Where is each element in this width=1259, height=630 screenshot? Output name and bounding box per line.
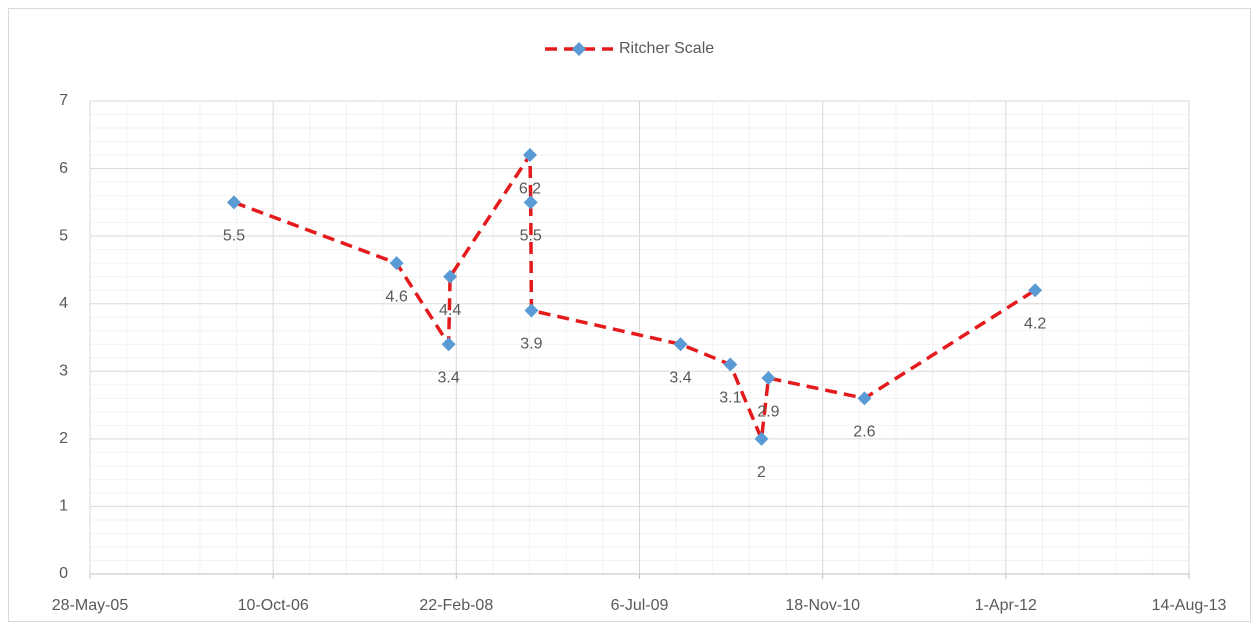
- marks: 5.5 4.6 3.4 4.4 6.2 5.5 3.9 3.4 3.1 2 2.9 2.6 4.2: [223, 148, 1046, 481]
- x-tick-label: 18-Nov-10: [785, 597, 860, 614]
- y-tick-label: 1: [59, 498, 68, 515]
- data-label: 5.5: [520, 228, 542, 245]
- y-tick-label: 7: [59, 92, 68, 109]
- y-tick-label: 3: [59, 363, 68, 380]
- x-tick-label: 10-Oct-06: [238, 597, 309, 614]
- data-label: 3.4: [438, 369, 460, 386]
- data-label: 3.4: [669, 369, 691, 386]
- y-tick-label: 4: [59, 295, 68, 312]
- point-marker: [524, 303, 539, 318]
- x-tick-label: 14-Aug-13: [1152, 597, 1227, 614]
- y-tick-label: 0: [59, 565, 68, 582]
- data-label: 4.4: [439, 302, 461, 319]
- chart-border: [8, 8, 1251, 622]
- x-tick-label: 1-Apr-12: [975, 597, 1037, 614]
- x-tick-label: 28-May-05: [52, 597, 129, 614]
- point-marker: [389, 256, 404, 271]
- legend-label: Ritcher Scale: [619, 40, 714, 57]
- data-label: 2.6: [853, 424, 875, 441]
- y-tick-label: 6: [59, 160, 68, 177]
- x-tick-label: 22-Feb-08: [419, 597, 493, 614]
- data-label: 4.6: [385, 288, 407, 305]
- point-marker: [723, 357, 738, 372]
- point-marker: [441, 337, 456, 352]
- point-marker: [673, 337, 688, 352]
- y-tick-label: 5: [59, 227, 68, 244]
- data-label: 3.9: [520, 336, 542, 353]
- data-label: 4.2: [1024, 315, 1046, 332]
- data-label: 5.5: [223, 228, 245, 245]
- point-marker: [443, 269, 458, 284]
- point-marker: [522, 148, 537, 163]
- y-tick-label: 2: [59, 430, 68, 447]
- point-marker: [226, 195, 241, 210]
- point-marker: [754, 431, 769, 446]
- data-label: 3.1: [719, 390, 741, 407]
- point-marker: [857, 391, 872, 406]
- point-marker: [761, 371, 776, 386]
- x-tick-label: 6-Jul-09: [611, 597, 669, 614]
- grid: [89, 100, 1190, 579]
- data-label: 6.2: [519, 180, 541, 197]
- point-marker: [1028, 283, 1043, 298]
- data-label: 2: [757, 464, 766, 481]
- point-marker: [523, 195, 538, 210]
- data-label: 2.9: [757, 403, 779, 420]
- legend-marker: [572, 42, 586, 56]
